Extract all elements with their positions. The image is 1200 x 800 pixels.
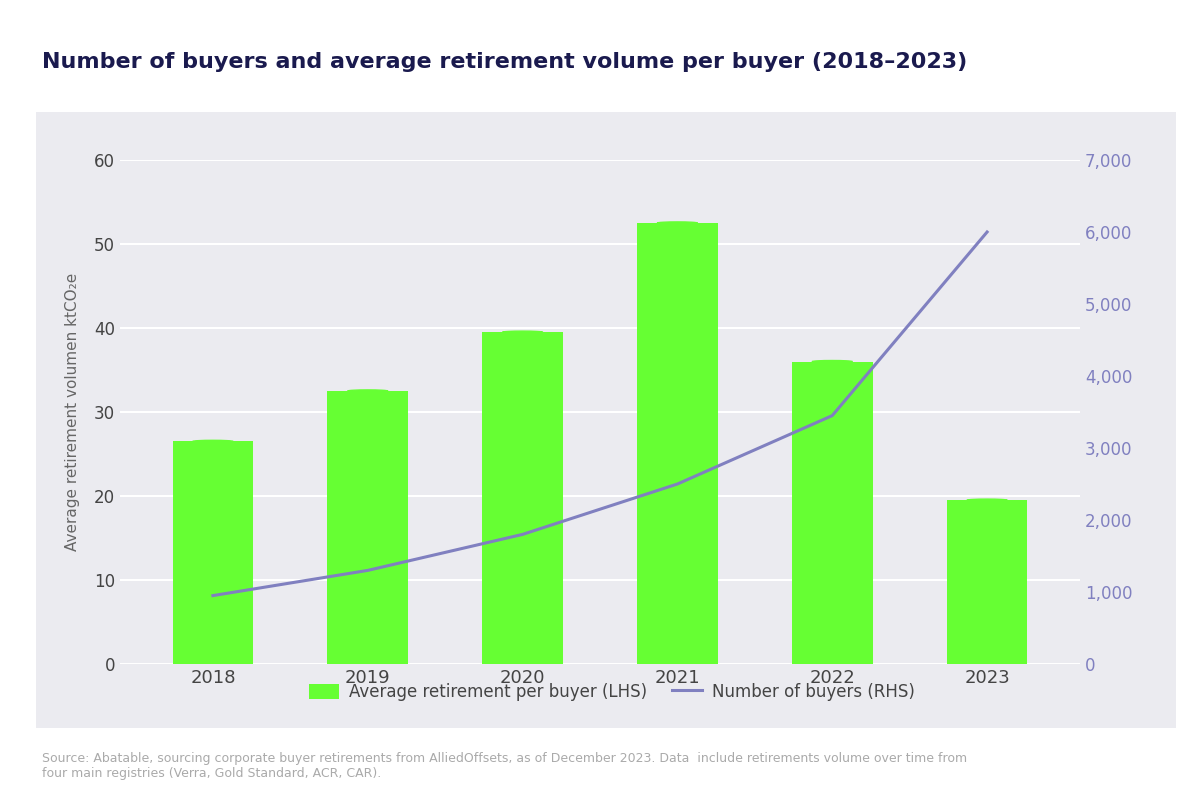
Y-axis label: Average retirement volumen ktCO₂e: Average retirement volumen ktCO₂e bbox=[65, 273, 80, 551]
Bar bbox=[947, 500, 1027, 664]
Circle shape bbox=[812, 361, 852, 362]
Legend: Average retirement per buyer (LHS), Number of buyers (RHS): Average retirement per buyer (LHS), Numb… bbox=[302, 676, 922, 708]
FancyBboxPatch shape bbox=[13, 100, 1199, 740]
Text: Number of buyers and average retirement volume per buyer (2018–2023): Number of buyers and average retirement … bbox=[42, 52, 967, 72]
Circle shape bbox=[967, 499, 1007, 502]
Bar bbox=[173, 442, 253, 664]
Bar bbox=[792, 362, 872, 664]
Circle shape bbox=[658, 222, 697, 224]
Circle shape bbox=[348, 390, 388, 392]
Text: Source: Abatable, sourcing corporate buyer retirements from AlliedOffsets, as of: Source: Abatable, sourcing corporate buy… bbox=[42, 752, 967, 780]
Bar bbox=[482, 332, 563, 664]
Bar bbox=[328, 391, 408, 664]
Bar bbox=[637, 223, 718, 664]
Circle shape bbox=[193, 440, 233, 442]
Circle shape bbox=[503, 331, 542, 334]
